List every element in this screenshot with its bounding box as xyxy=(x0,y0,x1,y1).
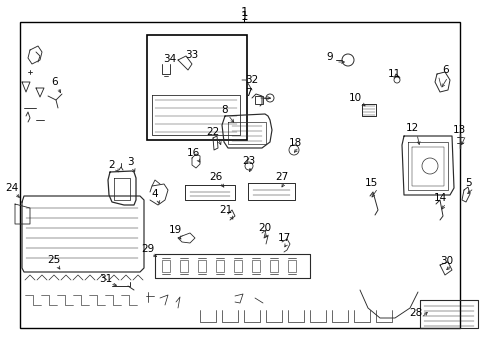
Text: 6: 6 xyxy=(442,65,448,75)
Text: 27: 27 xyxy=(275,172,288,182)
Text: 32: 32 xyxy=(245,75,258,85)
Text: 14: 14 xyxy=(432,193,446,203)
Text: 12: 12 xyxy=(405,123,418,133)
Bar xyxy=(254,96,263,104)
Bar xyxy=(234,260,242,272)
Text: 34: 34 xyxy=(163,54,176,64)
Text: 10: 10 xyxy=(348,93,361,103)
Bar xyxy=(251,260,260,272)
Text: 13: 13 xyxy=(451,125,465,135)
Bar xyxy=(147,35,246,140)
Text: 30: 30 xyxy=(440,256,453,266)
Text: 3: 3 xyxy=(126,157,133,167)
Bar xyxy=(198,260,205,272)
Text: 18: 18 xyxy=(288,138,301,148)
Text: 22: 22 xyxy=(206,127,219,137)
Text: 29: 29 xyxy=(141,244,154,254)
Text: 20: 20 xyxy=(258,223,271,233)
Bar xyxy=(287,260,295,272)
Bar xyxy=(162,260,170,272)
Text: 19: 19 xyxy=(168,225,181,235)
Text: 6: 6 xyxy=(52,77,58,87)
Text: 11: 11 xyxy=(386,69,400,79)
Text: 23: 23 xyxy=(242,156,255,166)
Text: 17: 17 xyxy=(277,233,290,243)
Text: 25: 25 xyxy=(47,255,61,265)
Text: 28: 28 xyxy=(408,308,422,318)
Text: 8: 8 xyxy=(221,105,228,115)
Bar xyxy=(180,260,187,272)
Text: 15: 15 xyxy=(364,178,377,188)
Text: 31: 31 xyxy=(99,274,112,284)
Text: 9: 9 xyxy=(326,52,333,62)
Bar xyxy=(20,22,459,328)
Text: 1: 1 xyxy=(240,5,247,18)
Text: 5: 5 xyxy=(464,178,470,188)
Text: 4: 4 xyxy=(151,189,158,199)
Bar xyxy=(269,260,278,272)
Text: 21: 21 xyxy=(219,205,232,215)
Text: 1: 1 xyxy=(240,10,247,23)
Text: 16: 16 xyxy=(186,148,199,158)
Bar xyxy=(216,260,224,272)
Text: 26: 26 xyxy=(209,172,222,182)
Text: 7: 7 xyxy=(244,88,251,98)
Text: 2: 2 xyxy=(108,160,115,170)
Text: 33: 33 xyxy=(185,50,198,60)
Text: 24: 24 xyxy=(5,183,19,193)
